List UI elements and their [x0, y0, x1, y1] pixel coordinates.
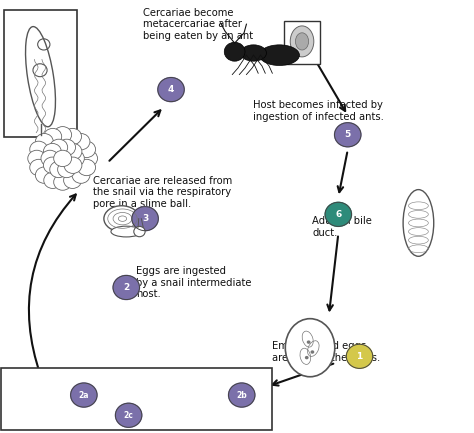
Text: Sporocysts: Sporocysts — [159, 387, 213, 397]
Text: →: → — [44, 409, 53, 419]
Circle shape — [30, 159, 48, 176]
Circle shape — [64, 157, 82, 174]
Ellipse shape — [26, 26, 55, 127]
Text: 2: 2 — [123, 283, 129, 292]
Circle shape — [325, 202, 352, 226]
Text: Miracidia: Miracidia — [19, 387, 65, 397]
Circle shape — [54, 174, 72, 190]
Text: Cercariae: Cercariae — [74, 409, 122, 419]
FancyBboxPatch shape — [1, 368, 273, 430]
FancyBboxPatch shape — [284, 21, 320, 64]
Circle shape — [113, 275, 139, 300]
Ellipse shape — [240, 45, 266, 61]
Circle shape — [71, 383, 97, 407]
Circle shape — [54, 150, 72, 167]
Circle shape — [30, 141, 48, 158]
Circle shape — [58, 139, 75, 155]
Circle shape — [64, 172, 82, 188]
Circle shape — [28, 150, 46, 167]
Circle shape — [134, 226, 145, 237]
Circle shape — [58, 162, 75, 178]
Text: Cercariae become
metacercariae after
being eaten by an ant: Cercariae become metacercariae after bei… — [143, 8, 253, 41]
Text: 4: 4 — [168, 85, 174, 94]
Text: Embryonated eggs
are shed in the feces.: Embryonated eggs are shed in the feces. — [273, 341, 381, 363]
Ellipse shape — [285, 319, 335, 377]
FancyBboxPatch shape — [4, 10, 77, 137]
Text: 2c: 2c — [124, 411, 134, 420]
Circle shape — [72, 167, 90, 183]
Circle shape — [36, 133, 53, 150]
Text: Host becomes infected by
ingestion of infected ants.: Host becomes infected by ingestion of in… — [254, 100, 384, 122]
Circle shape — [228, 383, 255, 407]
Circle shape — [50, 162, 68, 178]
Circle shape — [44, 157, 61, 174]
Text: 2a: 2a — [79, 391, 89, 400]
Circle shape — [41, 150, 59, 167]
Circle shape — [36, 167, 53, 183]
Circle shape — [78, 141, 96, 158]
Circle shape — [335, 123, 361, 147]
Text: 6: 6 — [335, 210, 341, 219]
Ellipse shape — [403, 190, 434, 256]
Circle shape — [132, 207, 158, 231]
Circle shape — [80, 150, 98, 167]
Circle shape — [158, 78, 184, 102]
Circle shape — [54, 126, 72, 143]
Ellipse shape — [259, 45, 300, 65]
Text: 5: 5 — [345, 130, 351, 139]
Circle shape — [64, 143, 82, 160]
Text: 1: 1 — [356, 352, 363, 361]
Circle shape — [310, 350, 314, 354]
Circle shape — [78, 159, 96, 176]
Circle shape — [44, 129, 62, 145]
Circle shape — [64, 129, 82, 145]
Text: Adult in bile
duct.: Adult in bile duct. — [312, 216, 372, 238]
Circle shape — [66, 150, 84, 167]
Ellipse shape — [295, 33, 309, 50]
Text: →: → — [117, 387, 126, 397]
Ellipse shape — [104, 206, 139, 232]
Circle shape — [307, 340, 310, 344]
Text: Cercariae are released from
the snail via the respiratory
pore in a slime ball.: Cercariae are released from the snail vi… — [93, 176, 233, 209]
Text: Eggs are ingested
by a snail intermediate
host.: Eggs are ingested by a snail intermediat… — [136, 266, 251, 299]
Circle shape — [72, 133, 90, 150]
Text: 2b: 2b — [237, 391, 247, 400]
Circle shape — [50, 139, 68, 155]
Text: 3: 3 — [142, 214, 148, 223]
Circle shape — [116, 403, 142, 427]
Circle shape — [224, 42, 245, 61]
Circle shape — [44, 143, 61, 160]
Ellipse shape — [290, 26, 314, 57]
Circle shape — [346, 344, 373, 368]
Circle shape — [44, 172, 62, 188]
Circle shape — [305, 356, 309, 359]
Ellipse shape — [111, 226, 142, 237]
